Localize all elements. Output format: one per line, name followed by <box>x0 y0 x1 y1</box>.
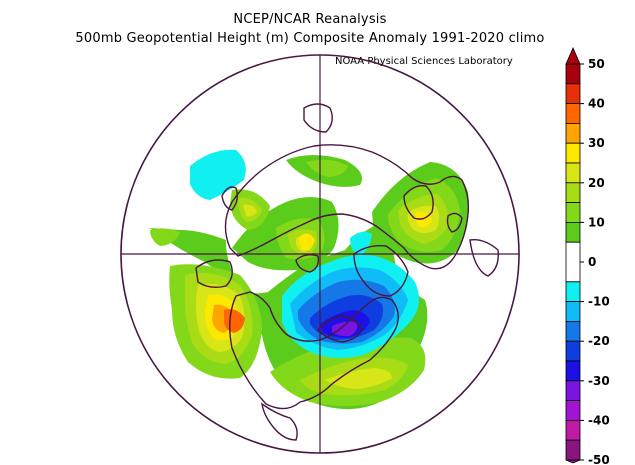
colorbar-label: -50 <box>588 453 610 465</box>
colorbar-label: 0 <box>588 255 596 269</box>
colorbar-band-1 <box>565 83 581 104</box>
greenland-coastline <box>353 244 409 297</box>
africa-edge-coastline <box>469 239 499 277</box>
coastlines <box>195 103 499 441</box>
colorbar-band-9 <box>565 241 581 283</box>
colorbar-label: 10 <box>588 215 605 229</box>
colorbar-max-arrow <box>565 47 581 65</box>
arctic-islands-coastline <box>295 253 320 273</box>
colorbar-band-17 <box>565 419 581 441</box>
colorbar-band-14 <box>565 360 581 382</box>
colorbar-label: -40 <box>588 413 610 427</box>
colorbar-band-12 <box>565 320 581 342</box>
siberia-positive-anomaly <box>150 155 363 271</box>
colorbar-band-18 <box>565 439 581 461</box>
japan-coastline <box>221 186 239 211</box>
mexico-coastline <box>261 402 298 441</box>
colorbar-min-arrow <box>565 459 581 464</box>
figure-titles: NCEP/NCAR Reanalysis 500mb Geopotential … <box>0 10 620 48</box>
colorbar-band-13 <box>565 340 581 362</box>
colorbar-labels: 50 40 30 20 10 0 -10 -20 -30 -40 -50 <box>588 57 610 465</box>
anomaly-field <box>150 149 469 410</box>
eurasia-coastline <box>224 144 470 270</box>
graticule <box>121 55 519 453</box>
colorbar-band-3 <box>565 123 581 144</box>
figure-title: NCEP/NCAR Reanalysis <box>233 12 387 27</box>
colorbar-band-15 <box>565 380 581 401</box>
figure-subtitle: 500mb Geopotential Height (m) Composite … <box>75 31 545 46</box>
colorbar-label: 50 <box>588 57 605 71</box>
credit-label: NOAA Physical Sciences Laboratory <box>335 56 513 67</box>
colorbar-band-5 <box>565 162 581 184</box>
colorbar-label: 30 <box>588 136 605 150</box>
colorbar-bands <box>565 47 581 464</box>
colorbar-ticks <box>580 63 584 461</box>
britain-coastline <box>446 212 463 233</box>
colorbar-label: 40 <box>588 97 605 111</box>
colorbar-band-10 <box>565 281 581 303</box>
colorbar-band-0 <box>565 63 581 85</box>
colorbar-label: -10 <box>588 295 610 309</box>
colorbar-label: -20 <box>588 334 610 348</box>
atlantic-positive-anomaly <box>270 337 426 406</box>
india-coastline <box>303 103 333 133</box>
hudson-bay-coastline <box>317 315 363 343</box>
colorbar-band-8 <box>565 221 581 243</box>
hemisphere-boundary <box>120 54 520 454</box>
colorbar-label: 20 <box>588 176 605 190</box>
alaska-coastline <box>195 259 233 289</box>
colorbar-band-7 <box>565 202 581 223</box>
colorbar-label: -30 <box>588 374 610 388</box>
colorbar-band-11 <box>565 301 581 322</box>
colorbar: 50 40 30 20 10 0 -10 -20 -30 -40 -50 <box>565 47 610 465</box>
polar-anomaly-map <box>120 54 520 454</box>
colorbar-band-4 <box>565 142 581 164</box>
colorbar-band-16 <box>565 400 581 421</box>
europe-positive-anomaly <box>372 162 469 264</box>
scandinavia-coastline <box>403 185 434 220</box>
colorbar-band-6 <box>565 182 581 204</box>
colorbar-band-2 <box>565 103 581 124</box>
north-america-coastline <box>229 291 399 410</box>
